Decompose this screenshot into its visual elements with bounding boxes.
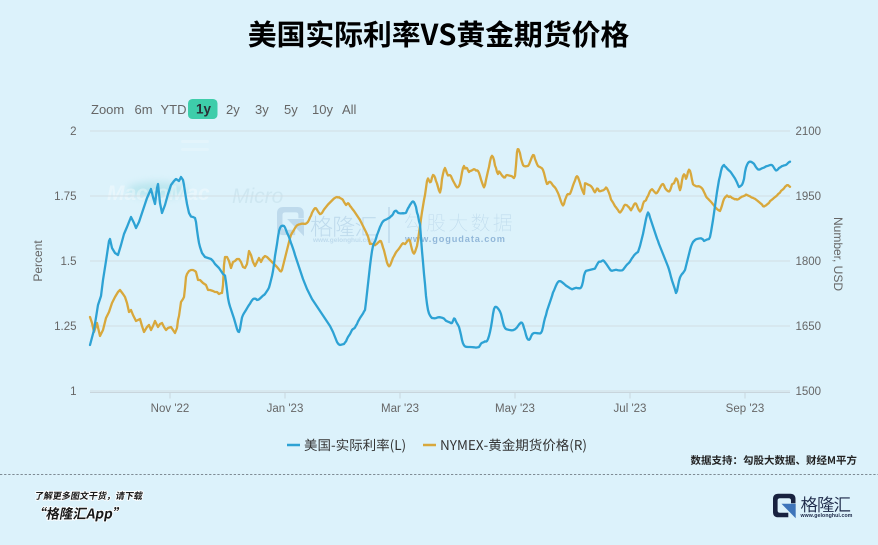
svg-text:1: 1 <box>70 386 76 398</box>
svg-text:3y: 3y <box>255 102 269 117</box>
svg-text:1.75: 1.75 <box>54 191 76 203</box>
svg-text:Zoom: Zoom <box>91 102 124 117</box>
svg-text:www.gelonghui.com: www.gelonghui.com <box>800 513 853 519</box>
svg-text:1800: 1800 <box>796 256 822 268</box>
svg-text:Number, USD: Number, USD <box>831 217 845 291</box>
svg-text:2100: 2100 <box>796 126 822 138</box>
svg-text:1y: 1y <box>196 102 212 117</box>
svg-text:Jul '23: Jul '23 <box>614 403 647 415</box>
svg-text:Nov '22: Nov '22 <box>151 403 190 415</box>
svg-text:Percent: Percent <box>31 240 45 282</box>
svg-text:Sep '23: Sep '23 <box>726 403 765 415</box>
svg-text:1.5: 1.5 <box>61 256 77 268</box>
svg-text:YTD: YTD <box>161 102 187 117</box>
svg-text:6m: 6m <box>135 102 153 117</box>
svg-text:1.25: 1.25 <box>54 321 76 333</box>
svg-text:May '23: May '23 <box>495 403 535 415</box>
svg-text:5y: 5y <box>284 102 298 117</box>
svg-text:1950: 1950 <box>796 191 822 203</box>
svg-text:All: All <box>342 102 357 117</box>
svg-text:www.gelonghui.com: www.gelonghui.com <box>312 237 376 244</box>
svg-text:1650: 1650 <box>796 321 822 333</box>
svg-text:Jan '23: Jan '23 <box>267 403 304 415</box>
svg-text:1500: 1500 <box>796 386 822 398</box>
svg-text:10y: 10y <box>312 102 333 117</box>
svg-text:2: 2 <box>70 126 76 138</box>
svg-text:Mar '23: Mar '23 <box>381 403 419 415</box>
svg-text:2y: 2y <box>226 102 240 117</box>
svg-text:www.gogudata.com: www.gogudata.com <box>404 234 506 244</box>
